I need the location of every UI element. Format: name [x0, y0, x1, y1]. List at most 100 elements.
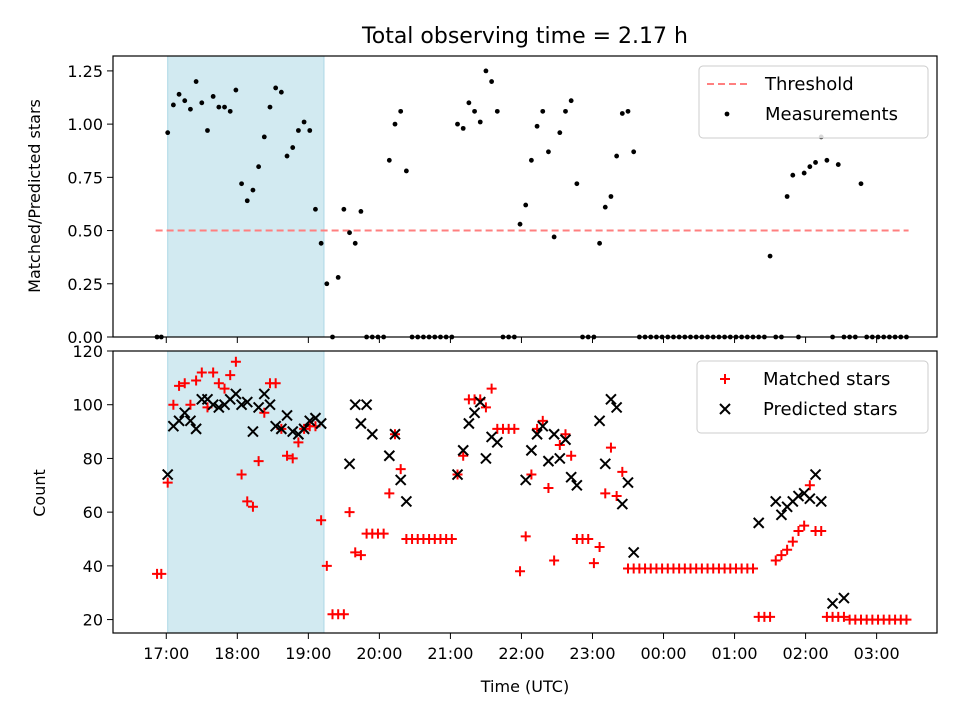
- measurements-point: [324, 281, 330, 287]
- matched-stars-point: [242, 496, 253, 507]
- measurements-point: [460, 125, 466, 131]
- matched-stars-point: [196, 367, 207, 378]
- predicted-stars-point: [599, 458, 611, 470]
- matched-stars-point: [395, 464, 406, 475]
- measurements-point: [631, 149, 637, 155]
- matched-stars-point: [588, 558, 599, 569]
- legend-predicted-stars-swatch: [719, 403, 731, 415]
- matched-stars-point: [793, 525, 804, 536]
- matched-stars-point: [537, 415, 548, 426]
- measurements-point: [534, 123, 540, 129]
- matched-stars-point: [901, 614, 912, 625]
- predicted-stars-point: [616, 498, 629, 510]
- measurements-point: [528, 157, 534, 163]
- predicted-stars-point: [815, 495, 827, 508]
- x-tick-label: 19:00: [285, 644, 331, 663]
- measurements-point: [455, 121, 460, 127]
- measurements-point: [386, 157, 392, 163]
- matched-stars-point: [816, 525, 827, 536]
- predicted-stars-point: [173, 415, 185, 427]
- measurements-point: [358, 209, 364, 214]
- measurements-point: [614, 153, 620, 159]
- predicted-stars-point: [264, 399, 276, 411]
- bottom-subplot: 20 40 60 80 100 120 17:00 18:00 19:00 20:00 21:00 2…: [72, 342, 938, 663]
- matched-stars-point: [253, 456, 264, 467]
- top-y-tick-label: 1.25: [67, 62, 103, 81]
- predicted-stars-point: [304, 415, 316, 427]
- matched-stars-point: [316, 515, 327, 526]
- measurements-point: [568, 98, 574, 104]
- measurements-point: [273, 85, 279, 91]
- predicted-stars-point: [366, 428, 378, 440]
- matched-stars-point: [583, 534, 594, 544]
- measurements-point: [813, 160, 818, 165]
- predicted-stars-point: [826, 597, 839, 610]
- measurements-point: [540, 108, 546, 114]
- measurements-point: [403, 168, 409, 174]
- measurements-point: [858, 181, 864, 187]
- predicted-stars-point: [775, 509, 788, 521]
- predicted-stars-point: [161, 468, 174, 481]
- x-tick-label: 01:00: [711, 644, 757, 663]
- predicted-stars-point: [531, 428, 543, 440]
- matched-stars-point: [338, 609, 349, 620]
- measurements-point: [341, 206, 347, 212]
- measurements-point: [835, 162, 841, 167]
- measurements-point: [523, 202, 529, 208]
- predicted-stars-point: [457, 444, 469, 457]
- bottom-y-tick-label: 100: [72, 396, 103, 415]
- predicted-stars-point: [525, 444, 538, 457]
- matched-stars-point: [560, 429, 571, 440]
- measurements-point: [301, 119, 307, 125]
- bottom-legend: Matched stars Predicted stars: [696, 360, 929, 434]
- bottom-y-tick-label: 80: [83, 449, 103, 468]
- matched-stars-point: [458, 450, 469, 461]
- predicted-stars-point: [770, 495, 782, 508]
- measurements-point: [494, 108, 500, 114]
- predicted-stars-point: [474, 396, 486, 408]
- measurements-point: [261, 134, 267, 140]
- predicted-stars-point: [571, 479, 583, 491]
- measurements-point: [244, 198, 250, 204]
- x-tick-label: 21:00: [427, 644, 473, 663]
- bottom-y-axis-label: Count: [30, 469, 49, 517]
- legend-label: Measurements: [765, 104, 898, 125]
- predicted-stars-point: [491, 436, 504, 449]
- bottom-y-tick-label: 120: [72, 342, 103, 361]
- matched-stars-point: [520, 531, 531, 542]
- predicted-stars-point: [247, 425, 259, 438]
- measurements-point: [807, 164, 813, 170]
- measurements-point: [392, 121, 398, 127]
- predicted-stars-point: [281, 409, 293, 422]
- measurements-point: [296, 128, 301, 133]
- matched-stars-point: [799, 520, 810, 531]
- measurements-point: [352, 240, 358, 246]
- matched-stars-point: [611, 491, 622, 502]
- x-tick-label: 17:00: [143, 644, 189, 663]
- top-y-tick-label: 0.50: [67, 222, 103, 241]
- predicted-stars-point: [451, 468, 464, 481]
- legend-label: Matched stars: [763, 369, 890, 390]
- x-tick-label: 22:00: [498, 644, 544, 663]
- predicted-stars-point: [542, 455, 555, 467]
- predicted-stars-point: [610, 401, 623, 414]
- matched-stars-point: [321, 560, 332, 571]
- measurements-point: [182, 98, 188, 104]
- matched-stars-point: [168, 399, 179, 410]
- legend-label: Threshold: [764, 74, 854, 95]
- predicted-stars-point: [207, 399, 219, 411]
- matched-stars-point: [600, 488, 611, 499]
- predicted-stars-point: [605, 393, 617, 406]
- top-highlight-span: [167, 55, 325, 338]
- x-tick-label: 03:00: [854, 644, 900, 663]
- measurements-point: [551, 234, 557, 240]
- measurements-point: [165, 130, 171, 136]
- measurements-point: [318, 240, 324, 246]
- measurements-point: [256, 164, 262, 170]
- matched-stars-point: [378, 528, 389, 539]
- predicted-stars-point: [258, 388, 271, 400]
- chart-title: Total observing time = 2.17 h: [361, 24, 688, 49]
- x-axis-label: Time (UTC): [480, 677, 569, 696]
- matched-stars-point: [480, 402, 491, 413]
- measurements-point: [574, 181, 580, 187]
